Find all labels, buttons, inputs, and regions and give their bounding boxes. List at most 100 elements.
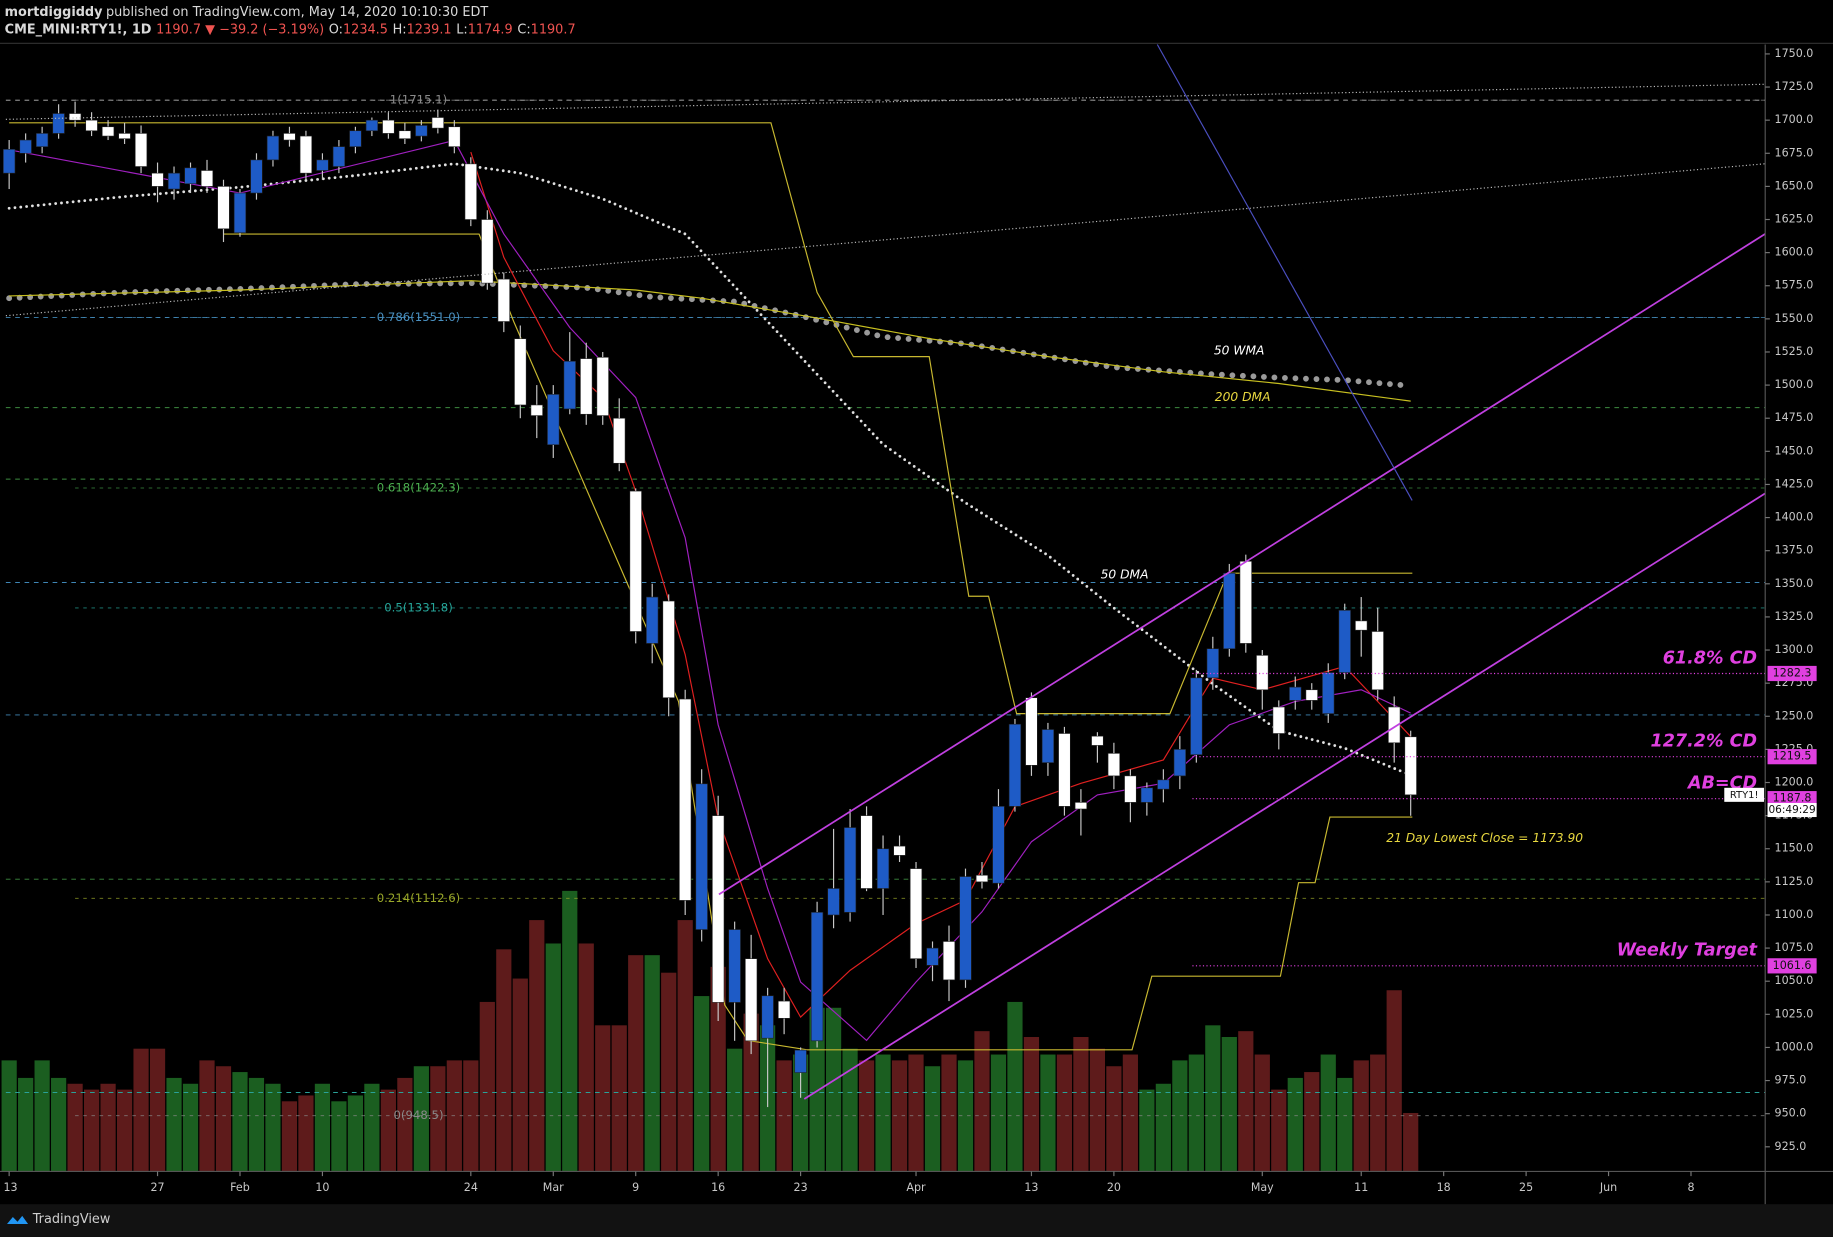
volume-bar bbox=[166, 1077, 182, 1172]
candle-body bbox=[1322, 672, 1335, 714]
volume-bar bbox=[677, 920, 693, 1172]
candle-body bbox=[761, 995, 774, 1039]
volume-bar bbox=[1155, 1083, 1171, 1172]
candle-body bbox=[1404, 736, 1417, 796]
volume-bar bbox=[727, 1048, 743, 1172]
candle-body bbox=[167, 172, 181, 190]
symbol-tag-label: RTY1! bbox=[1730, 790, 1759, 801]
candle-body bbox=[530, 404, 543, 416]
candle-body bbox=[365, 119, 379, 132]
x-tick-label: 10 bbox=[315, 1181, 329, 1194]
close-label: C: bbox=[517, 22, 530, 37]
candle-body bbox=[1107, 753, 1121, 777]
volume-bar bbox=[1337, 1077, 1353, 1172]
candle-body bbox=[464, 163, 477, 220]
candle-body bbox=[712, 815, 725, 1003]
y-tick-label: 1350.0 bbox=[1775, 577, 1814, 590]
volume-bar bbox=[18, 1077, 34, 1172]
candle-body bbox=[810, 912, 824, 1042]
moving-average bbox=[6, 280, 1414, 389]
y-tick-label: 1300.0 bbox=[1775, 643, 1814, 656]
volume-bar bbox=[974, 1031, 990, 1172]
volume-bar bbox=[1023, 1037, 1040, 1172]
candle-body bbox=[1173, 749, 1186, 777]
x-tick-label: Mar bbox=[543, 1181, 564, 1194]
candle-body bbox=[580, 358, 593, 415]
countdown: 06:49:29 bbox=[1768, 804, 1815, 816]
y-tick-label: 1725.0 bbox=[1775, 80, 1814, 93]
volume-bar bbox=[265, 1083, 281, 1172]
fib-label: 0.786(1551.0) bbox=[377, 310, 460, 324]
candle-body bbox=[283, 133, 296, 141]
candle-body bbox=[151, 172, 164, 187]
candle-body bbox=[101, 126, 115, 137]
volume-bar bbox=[1056, 1054, 1073, 1172]
countdown-box bbox=[1767, 803, 1817, 818]
volume-bar bbox=[957, 1060, 974, 1172]
y-tick-label: 1625.0 bbox=[1775, 213, 1814, 226]
candle-body bbox=[134, 133, 148, 167]
candle-body bbox=[646, 596, 659, 644]
volume-bar bbox=[1188, 1054, 1204, 1172]
candle-body bbox=[497, 278, 510, 322]
candle-body bbox=[777, 1000, 791, 1019]
y-tick-label: 1600.0 bbox=[1775, 246, 1814, 259]
candle-body bbox=[728, 929, 741, 1003]
volume-bar bbox=[430, 1066, 446, 1172]
y-tick-label: 1425.0 bbox=[1775, 477, 1814, 490]
candle-body bbox=[662, 600, 675, 699]
fib-label: 0(948.5) bbox=[393, 1108, 443, 1122]
candle-body bbox=[1256, 655, 1269, 691]
candle-body bbox=[843, 827, 857, 913]
y-tick-label: 925.0 bbox=[1775, 1140, 1807, 1153]
volume-bar bbox=[1287, 1077, 1303, 1172]
price-tag-label: 1219.5 bbox=[1773, 750, 1812, 763]
volume-bar bbox=[825, 1007, 842, 1172]
volume-bar bbox=[1370, 1054, 1386, 1172]
volume-bar bbox=[248, 1077, 265, 1172]
volume-bar bbox=[83, 1089, 100, 1172]
y-tick-label: 1500.0 bbox=[1775, 378, 1814, 391]
footer-bar bbox=[0, 1204, 1833, 1237]
logo: TradingView bbox=[7, 1212, 110, 1227]
low-label: L: bbox=[456, 22, 467, 37]
candle-body bbox=[398, 130, 412, 139]
volume-bar bbox=[562, 890, 578, 1172]
candle-body bbox=[1289, 686, 1302, 701]
candle-body bbox=[1388, 706, 1401, 744]
volume-bar bbox=[67, 1083, 83, 1172]
annotation: 50 DMA bbox=[1101, 568, 1149, 582]
volume-bar bbox=[182, 1083, 199, 1172]
candle-body bbox=[481, 219, 494, 284]
x-tick-label: May bbox=[1251, 1181, 1274, 1194]
x-tick-label: 16 bbox=[711, 1181, 725, 1194]
candle-body bbox=[1157, 779, 1170, 790]
volume-bar bbox=[1122, 1054, 1138, 1172]
volume-bar bbox=[1040, 1054, 1056, 1172]
plot-area: 1(1715.1) 0.786(1551.0) 0.618(1422.3) 0.5(1… bbox=[1, 93, 1766, 1172]
symbol: CME_MINI:RTY1!, 1D bbox=[5, 22, 152, 37]
candle-body bbox=[431, 117, 444, 129]
channel-line bbox=[718, 233, 1766, 896]
annotation: 200 DMA bbox=[1215, 390, 1271, 404]
published-text: published on TradingView.com, May 14, 20… bbox=[106, 4, 488, 19]
x-tick-label: 24 bbox=[464, 1181, 478, 1194]
candle-body bbox=[893, 845, 906, 856]
fib-label: 0.5(1331.8) bbox=[384, 600, 453, 614]
candle-body bbox=[217, 186, 230, 230]
volume-bar bbox=[1254, 1054, 1270, 1172]
y-tick-label: 1025.0 bbox=[1775, 1007, 1814, 1020]
candle-body bbox=[1041, 729, 1055, 763]
volume-bar bbox=[858, 1060, 875, 1172]
moving-average bbox=[9, 122, 1413, 715]
x-tick-label: Feb bbox=[230, 1181, 250, 1194]
candle-body bbox=[1140, 787, 1154, 803]
y-tick-label: 1050.0 bbox=[1775, 974, 1814, 987]
x-tick-label: 23 bbox=[794, 1181, 808, 1194]
y-tick-label: 1400.0 bbox=[1775, 511, 1814, 524]
candle-body bbox=[1338, 610, 1351, 673]
y-tick-label: 1325.0 bbox=[1775, 610, 1814, 623]
volume-bar bbox=[1221, 1037, 1237, 1172]
y-tick-label: 1250.0 bbox=[1775, 709, 1814, 722]
volume-bar bbox=[116, 1089, 133, 1172]
